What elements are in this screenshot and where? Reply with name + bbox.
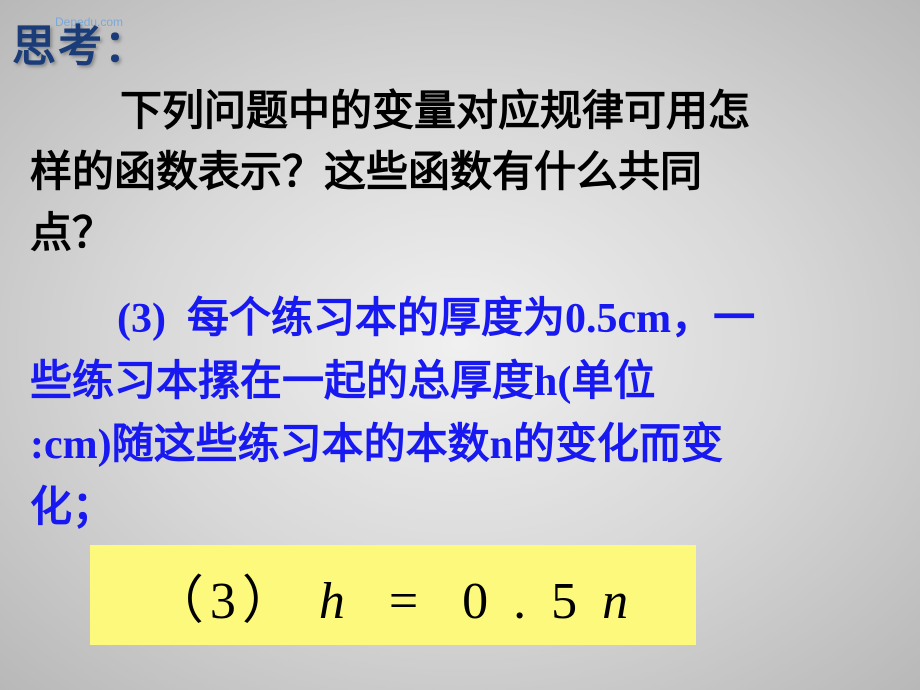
formula-var-h: h <box>319 573 351 630</box>
question-line1: 下列问题中的变量对应规律可用怎 <box>120 89 750 135</box>
problem-paragraph: (3) 每个练习本的厚度为0.5cm，一 些练习本摞在一起的总厚度h(单位 :c… <box>30 288 895 540</box>
formula-var-n: n <box>602 573 634 630</box>
formula-expression: （3） h = 0 . 5 n <box>152 558 634 633</box>
problem-line4: 化； <box>30 485 114 531</box>
formula-equals: = <box>389 573 424 630</box>
slide-title: 思考： <box>12 10 150 74</box>
problem-line1: 每个练习本的厚度为0.5cm，一 <box>187 296 755 342</box>
formula-coefficient: 0 . 5 <box>462 573 583 630</box>
formula-highlight-box: （3） h = 0 . 5 n <box>90 545 696 645</box>
question-line2: 样的函数表示？这些函数有什么共同 <box>30 150 702 196</box>
question-line3: 点？ <box>30 211 114 257</box>
problem-line3: :cm)随这些练习本的本数n的变化而变 <box>30 422 723 468</box>
problem-line2: 些练习本摞在一起的总厚度h(单位 <box>30 359 655 405</box>
problem-number: (3) <box>117 296 166 342</box>
formula-prefix: （3） <box>152 573 300 630</box>
question-paragraph: 下列问题中的变量对应规律可用怎 样的函数表示？这些函数有什么共同 点？ <box>30 82 890 265</box>
